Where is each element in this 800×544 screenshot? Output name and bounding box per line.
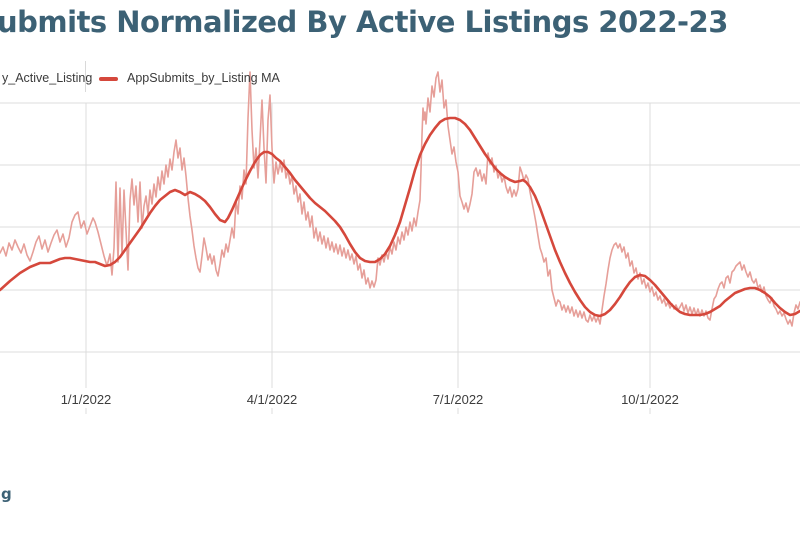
legend-item-listing-ma[interactable]: AppSubmits_by_Listing MA bbox=[99, 68, 280, 88]
legend-label-active-listing: y_Active_Listing bbox=[2, 71, 93, 85]
raw-series-line bbox=[0, 71, 800, 327]
legend: y_Active_Listing AppSubmits_by_Listing M… bbox=[0, 61, 800, 92]
ma-series-line bbox=[0, 116, 800, 318]
x-axis-label: 4/1/2022 bbox=[247, 392, 298, 407]
x-axis-label: 7/1/2022 bbox=[433, 392, 484, 407]
legend-divider bbox=[85, 61, 86, 92]
legend-label-listing-ma: AppSubmits_by_Listing MA bbox=[127, 71, 280, 85]
x-axis-label: 1/1/2022 bbox=[61, 392, 112, 407]
chart-title: ubmits Normalized By Active Listings 202… bbox=[0, 5, 728, 39]
ma-series-swatch-icon bbox=[99, 76, 118, 81]
x-axis-label: 10/1/2022 bbox=[621, 392, 679, 407]
footer-caption: g bbox=[1, 485, 12, 503]
legend-item-active-listing[interactable]: y_Active_Listing bbox=[2, 68, 92, 88]
